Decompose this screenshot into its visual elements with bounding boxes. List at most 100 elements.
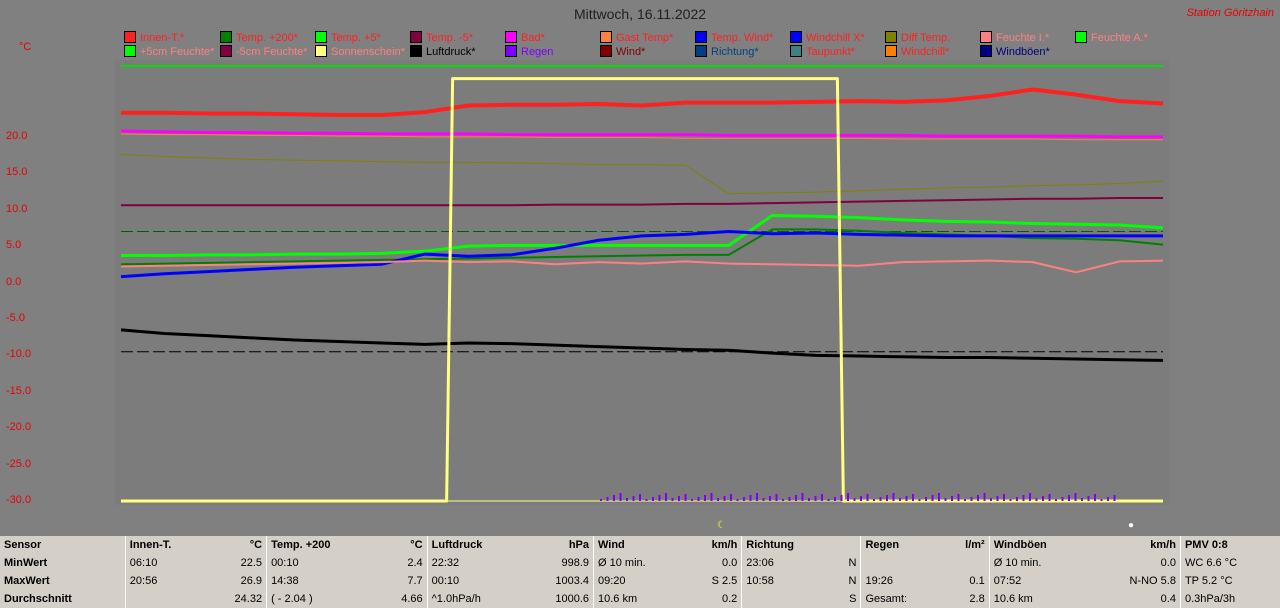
- stats-cell: 0.1: [969, 575, 985, 587]
- legend-label: Windchill X*: [806, 32, 865, 44]
- rain-bar: [736, 499, 739, 501]
- legend-item: Windchill*: [885, 45, 949, 58]
- rain-bar: [1003, 494, 1005, 501]
- legend-item: Temp. +200*: [220, 31, 298, 44]
- stats-cell: 00:10: [266, 554, 379, 572]
- legend-item: Taupunkt*: [790, 45, 855, 58]
- rain-bar: [866, 494, 869, 501]
- legend-item: Gast Temp*: [600, 31, 673, 44]
- rain-bar: [905, 496, 908, 501]
- legend-item: -5cm Feuchte*: [220, 45, 308, 58]
- rain-bar: [697, 497, 700, 501]
- stats-cell: MinWert: [4, 557, 48, 569]
- rain-bar: [827, 499, 830, 501]
- rain-bar: [743, 497, 745, 501]
- rain-bar: [1042, 496, 1044, 501]
- rain-bar: [1100, 499, 1103, 501]
- y-tick-label: 10.0: [6, 202, 28, 215]
- stats-cell: km/h: [711, 539, 738, 551]
- rain-bar: [652, 497, 654, 501]
- stats-cell: °C: [410, 539, 423, 551]
- legend-item: Temp. -5*: [410, 31, 473, 44]
- series-line: [121, 87, 1164, 117]
- rain-bar: [873, 499, 875, 501]
- stats-cell: TP 5.2 °C: [1179, 572, 1280, 590]
- legend-swatch: [410, 31, 422, 43]
- rain-bar: [938, 493, 940, 501]
- rain-bar: [626, 498, 628, 501]
- legend-item: Temp. +5*: [315, 31, 381, 44]
- legend-item: +5cm Feuchte*: [124, 45, 214, 58]
- legend-swatch: [600, 31, 612, 43]
- stats-cell: 22.5: [240, 557, 263, 569]
- rain-bar: [983, 493, 986, 501]
- stats-cell: MaxWert: [4, 575, 50, 587]
- rain-bar: [756, 493, 758, 501]
- legend-item: Temp. Wind*: [695, 31, 773, 44]
- stats-cell: [860, 554, 944, 572]
- legend-swatch: [695, 31, 707, 43]
- rain-bar: [1113, 495, 1116, 501]
- legend-swatch: [505, 31, 517, 43]
- stats-cell: 24.32: [234, 593, 263, 605]
- rain-bar: [710, 493, 713, 501]
- stats-cell: 14:38: [266, 572, 379, 590]
- rain-bar: [1087, 496, 1090, 501]
- legend-label: Temp. +200*: [236, 32, 299, 44]
- chart-legend: Innen-T.* Temp. +200* Temp. +5* Temp. -5* Ba…: [0, 0, 1280, 60]
- chart-title: Mittwoch, 16.11.2022: [573, 6, 707, 22]
- legend-item: Bad*: [505, 31, 545, 44]
- y-tick-label: -15.0: [6, 384, 32, 397]
- rain-bar: [964, 499, 966, 501]
- legend-item: Feuchte I.*: [980, 31, 1049, 44]
- legend-item: Windchill X*: [790, 31, 865, 44]
- rain-bar: [1061, 497, 1064, 501]
- stats-cell: Gesamt:: [860, 590, 944, 608]
- rain-bar: [632, 496, 635, 501]
- stats-cell: 10.6 km: [592, 590, 686, 608]
- series-line: [120, 328, 1164, 362]
- rain-bar: [1035, 498, 1038, 501]
- stats-cell: 1000.6: [555, 593, 589, 605]
- rain-bar: [834, 497, 836, 501]
- legend-swatch: [790, 45, 802, 57]
- rain-bar: [619, 493, 622, 501]
- rain-bar: [957, 494, 960, 501]
- rain-bar: [801, 493, 804, 501]
- series-line: [120, 230, 1163, 279]
- rain-bar: [1107, 497, 1109, 501]
- legend-label: Temp. Wind*: [711, 32, 774, 44]
- rain-bar: [613, 495, 615, 501]
- stats-cell: 10:58: [741, 572, 834, 590]
- stats-cell: 07:52: [988, 572, 1091, 590]
- stats-cell: S 2.5: [711, 575, 738, 587]
- stats-cell: km/h: [1150, 539, 1176, 551]
- stats-cell: 10.6 km: [988, 590, 1091, 608]
- series-line: [121, 197, 1163, 207]
- stats-cell: Innen-T.: [124, 536, 208, 554]
- legend-label: +5cm Feuchte*: [140, 46, 215, 58]
- legend-swatch: [315, 45, 327, 57]
- moon-icon: ●: [1128, 520, 1135, 531]
- rain-bar: [996, 496, 999, 501]
- legend-swatch: [885, 45, 897, 57]
- stats-cell: WC 6.6 °C: [1179, 554, 1280, 572]
- stats-cell: l/m²: [965, 539, 985, 551]
- stats-cell: hPa: [568, 539, 589, 551]
- legend-swatch: [124, 31, 136, 43]
- legend-swatch: [980, 31, 992, 43]
- legend-swatch: [600, 45, 612, 57]
- y-tick-label: 5.0: [6, 239, 22, 252]
- stats-cell: 20:56: [124, 572, 208, 590]
- rain-bar: [730, 494, 732, 501]
- rain-bar: [691, 499, 693, 501]
- stats-cell: °C: [249, 539, 263, 551]
- stats-cell: 23:06: [741, 554, 834, 572]
- legend-label: Temp. +5*: [331, 32, 381, 44]
- stats-cell: Windböen: [988, 536, 1091, 554]
- rain-bar: [918, 499, 921, 501]
- stats-cell: ( - 2.04 ): [266, 590, 379, 608]
- y-tick-label: 20.0: [6, 129, 28, 142]
- stats-cell: 0.0: [722, 557, 738, 569]
- series-line: [120, 153, 1164, 195]
